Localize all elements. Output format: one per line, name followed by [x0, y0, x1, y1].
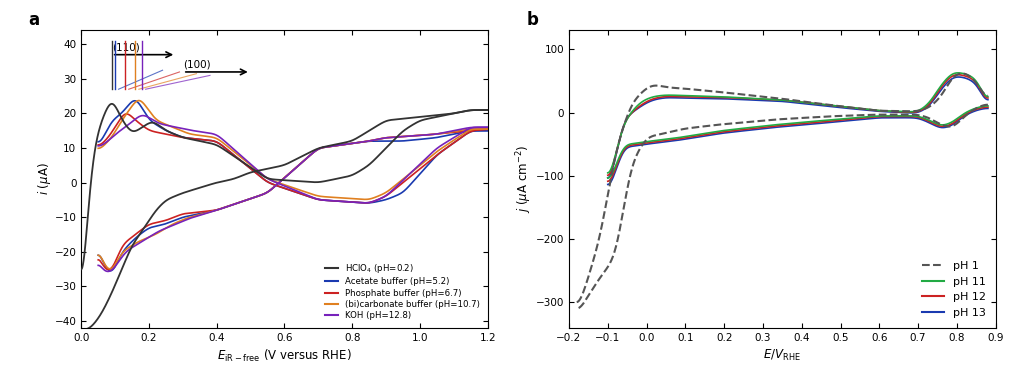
Text: (100): (100) — [183, 60, 210, 70]
Y-axis label: $i$ ($\mu$A): $i$ ($\mu$A) — [37, 163, 53, 195]
X-axis label: $E/V_{\mathrm{RHE}}$: $E/V_{\mathrm{RHE}}$ — [763, 348, 802, 363]
Legend: pH 1, pH 11, pH 12, pH 13: pH 1, pH 11, pH 12, pH 13 — [917, 256, 991, 322]
Text: (110): (110) — [112, 43, 139, 53]
Text: a: a — [28, 11, 40, 29]
Y-axis label: $j$ ($\mu$A cm$^{-2}$): $j$ ($\mu$A cm$^{-2}$) — [515, 145, 534, 213]
X-axis label: $E_{\mathrm{iR-free}}$ (V versus RHE): $E_{\mathrm{iR-free}}$ (V versus RHE) — [217, 348, 352, 364]
Text: b: b — [526, 11, 538, 29]
Legend: HClO$_4$ (pH=0.2), Acetate buffer (pH=5.2), Phosphate buffer (pH=6.7), (bi)carbo: HClO$_4$ (pH=0.2), Acetate buffer (pH=5.… — [322, 259, 484, 323]
